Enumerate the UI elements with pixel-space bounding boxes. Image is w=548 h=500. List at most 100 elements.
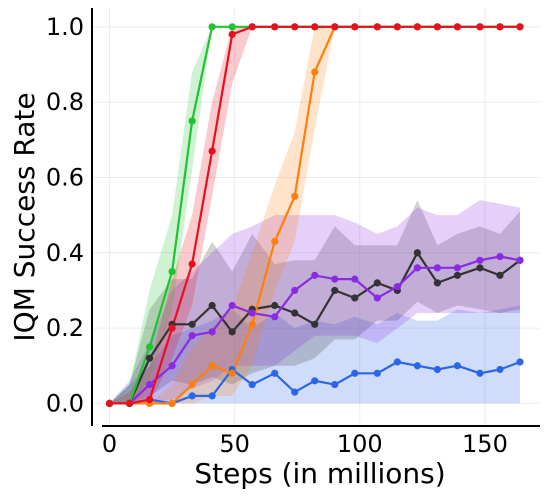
series-2-point	[413, 264, 421, 272]
series-5-point	[291, 23, 299, 31]
series-0-point	[433, 365, 441, 374]
confidence-bands	[109, 26, 520, 404]
series-5-point	[373, 23, 381, 31]
series-0-point	[373, 369, 381, 377]
series-3-point	[248, 320, 256, 328]
series-1-point	[331, 286, 339, 295]
series-0-point	[291, 388, 299, 396]
series-0-point	[496, 365, 504, 374]
series-0-point	[393, 358, 401, 366]
series-1-point	[373, 279, 381, 287]
y-tick-label: 1.0	[46, 13, 84, 41]
series-2-point	[271, 313, 279, 321]
series-4-point	[168, 268, 176, 276]
series-4-point	[228, 23, 236, 31]
series-1-point	[476, 264, 484, 272]
series-2-point	[208, 328, 216, 336]
y-tick-label: 0.8	[46, 88, 84, 116]
series-5-point	[248, 23, 256, 31]
series-5-point	[311, 23, 319, 31]
series-1-point	[228, 328, 236, 336]
series-0-point	[453, 362, 462, 370]
x-tick-label: 100	[337, 430, 383, 458]
series-5-point	[393, 23, 401, 31]
series-1-point	[271, 301, 279, 310]
series-5-point	[145, 396, 154, 404]
series-1-point	[145, 354, 154, 362]
series-1-point	[453, 271, 462, 279]
series-1-point	[413, 249, 421, 257]
series-5-point	[228, 30, 236, 38]
series-2-point	[228, 301, 236, 310]
axes	[91, 8, 540, 427]
series-0-point	[516, 358, 524, 366]
series-4-point	[208, 23, 216, 31]
series-2-point	[291, 286, 299, 295]
series-5-point	[168, 324, 176, 332]
x-tick-label: 0	[102, 430, 117, 458]
series-2-point	[351, 275, 359, 283]
series-5-point	[271, 23, 279, 31]
series-2-point	[453, 264, 462, 272]
x-tick-label: 150	[462, 430, 508, 458]
series-5-point	[496, 23, 504, 31]
series-1-point	[208, 301, 216, 310]
series-2-point	[331, 275, 339, 283]
series-1-point	[311, 320, 319, 328]
series-1-point	[291, 309, 299, 317]
series-5-point	[476, 23, 484, 31]
series-0-point	[311, 377, 319, 385]
series-5-band	[109, 26, 520, 404]
series-5-point	[331, 23, 339, 31]
series-0-point	[476, 369, 484, 377]
series-5-point	[351, 23, 359, 31]
series-0-point	[208, 392, 216, 400]
series-4-point	[145, 343, 154, 351]
x-tick-label: 50	[219, 430, 250, 458]
series-5-point	[516, 23, 524, 31]
series-3-point	[188, 380, 196, 389]
series-2-point	[516, 256, 524, 264]
y-tick-label: 0.6	[46, 163, 84, 191]
series-0-point	[271, 369, 279, 377]
series-0-point	[248, 380, 256, 389]
series-0-point	[413, 362, 421, 370]
y-tick-label: 0.4	[46, 239, 84, 267]
series-4-point	[188, 117, 196, 125]
series-3-point	[208, 362, 216, 370]
series-5-point	[125, 399, 134, 408]
series-5-point	[453, 23, 462, 31]
series-0-point	[351, 369, 359, 377]
series-1-point	[188, 320, 196, 328]
series-1-point	[433, 279, 441, 287]
series-3-point	[311, 68, 319, 76]
series-2-point	[168, 362, 176, 370]
series-0-point	[188, 392, 196, 400]
series-0-point	[331, 380, 339, 389]
series-2-point	[248, 309, 256, 317]
series-5-point	[105, 399, 114, 408]
series-2-point	[145, 380, 154, 389]
series-3-band	[109, 26, 520, 404]
y-tick-label: 0.2	[46, 314, 84, 342]
series-2-point	[373, 294, 381, 302]
tick-labels: 0 50 100 150 0.0 0.2 0.4 0.6 0.8 1.0	[46, 13, 508, 458]
series-3-point	[168, 399, 176, 408]
series-4-band	[109, 26, 520, 404]
series-2-point	[496, 252, 504, 261]
series-1-point	[351, 294, 359, 302]
series-3-point	[291, 192, 299, 200]
series-2-point	[311, 271, 319, 279]
series-points	[105, 23, 524, 408]
y-tick-label: 0.0	[46, 389, 84, 417]
series-5-point	[433, 23, 441, 31]
series-3-point	[228, 369, 236, 377]
series-5-point	[208, 147, 216, 155]
series-1-point	[496, 271, 504, 279]
series-2-point	[476, 256, 484, 264]
series-2-point	[393, 283, 401, 291]
series-5-point	[188, 260, 196, 268]
series-5-point	[413, 23, 421, 31]
x-axis-label: Steps (in millions)	[194, 457, 445, 490]
